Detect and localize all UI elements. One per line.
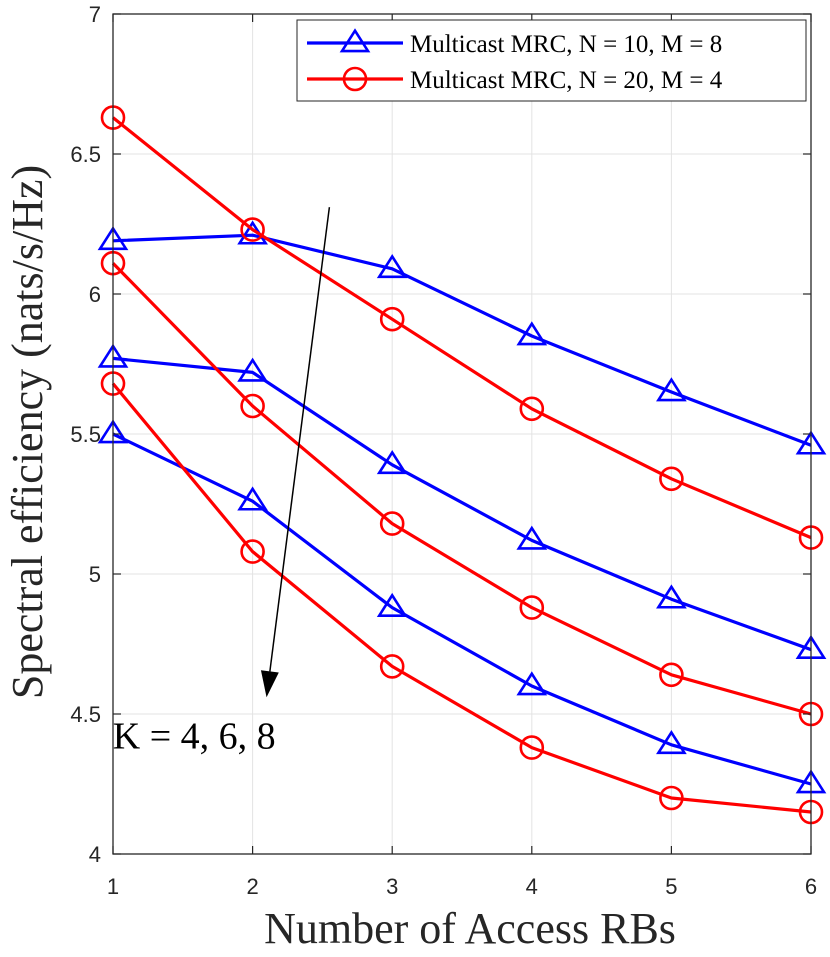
series-line	[111, 262, 812, 716]
circle-marker	[379, 654, 405, 679]
circle-marker	[659, 466, 684, 492]
annotation-arrow-line	[269, 207, 331, 672]
tick-labels: 1 2 3 4 5 6 4 4.5 5 5.5 6 6.5 7	[70, 2, 817, 899]
annotation-label: K = 4, 6, 8	[113, 715, 276, 757]
x-tick-label: 3	[386, 874, 398, 899]
circle-marker	[342, 66, 368, 92]
x-tick-label: 1	[107, 874, 119, 899]
circle-marker	[379, 511, 405, 536]
x-tick-label: 5	[665, 874, 677, 899]
triangle-marker	[516, 525, 548, 550]
circle-marker	[519, 595, 545, 620]
triangle-marker	[516, 321, 548, 346]
y-tick-label: 7	[89, 2, 101, 27]
y-tick-label: 5	[89, 562, 101, 587]
series-line	[111, 116, 812, 540]
series-line	[112, 356, 812, 652]
legend: Multicast MRC, N = 10, M = 8 Multicast MR…	[296, 19, 807, 102]
legend-entry-2: Multicast MRC, N = 20, M = 4	[307, 66, 723, 94]
y-tick-label: 6.5	[70, 142, 101, 167]
series-layer	[97, 105, 827, 825]
legend-label: Multicast MRC, N = 20, M = 4	[410, 67, 723, 94]
circle-marker	[379, 306, 405, 332]
y-tick-label: 4	[89, 842, 101, 867]
triangle-marker	[656, 730, 687, 755]
y-tick-label: 4.5	[70, 702, 101, 727]
circle-marker	[519, 735, 545, 760]
triangle-marker	[376, 254, 408, 279]
series-2	[97, 343, 827, 659]
triangle-marker	[237, 357, 268, 382]
circle-marker	[240, 393, 265, 419]
circle-marker	[240, 539, 265, 564]
legend-label: Multicast MRC, N = 10, M = 8	[410, 31, 722, 58]
triangle-marker	[376, 450, 408, 475]
y-axis-title: Spectral efficiency (nats/s/Hz)	[3, 165, 52, 699]
legend-entry-1: Multicast MRC, N = 10, M = 8	[307, 28, 722, 58]
circle-marker	[240, 217, 265, 242]
x-tick-label: 4	[526, 874, 538, 899]
triangle-marker	[656, 377, 687, 402]
series-line	[112, 432, 812, 786]
x-axis-title: Number of Access RBs	[264, 904, 676, 953]
circle-marker	[519, 396, 545, 422]
circle-marker	[659, 785, 684, 811]
triangle-marker	[376, 592, 408, 617]
triangle-marker	[656, 584, 687, 609]
series-1	[97, 220, 827, 455]
circle-marker	[659, 662, 684, 688]
series-line	[112, 233, 812, 447]
annotation-arrow-head	[260, 670, 279, 698]
legend-box	[296, 19, 807, 102]
legend-entries: Multicast MRC, N = 10, M = 8 Multicast MR…	[307, 28, 723, 94]
series-5	[100, 250, 824, 727]
triangle-marker	[339, 28, 371, 53]
triangle-marker	[237, 486, 268, 511]
y-tick-label: 6	[89, 282, 101, 307]
series-line	[111, 382, 812, 814]
x-tick-label: 2	[246, 874, 258, 899]
x-tick-label: 6	[805, 874, 817, 899]
y-tick-label: 5.5	[70, 422, 101, 447]
annotation: K = 4, 6, 8	[113, 207, 331, 757]
triangle-marker	[516, 671, 548, 696]
series-4	[100, 105, 824, 550]
